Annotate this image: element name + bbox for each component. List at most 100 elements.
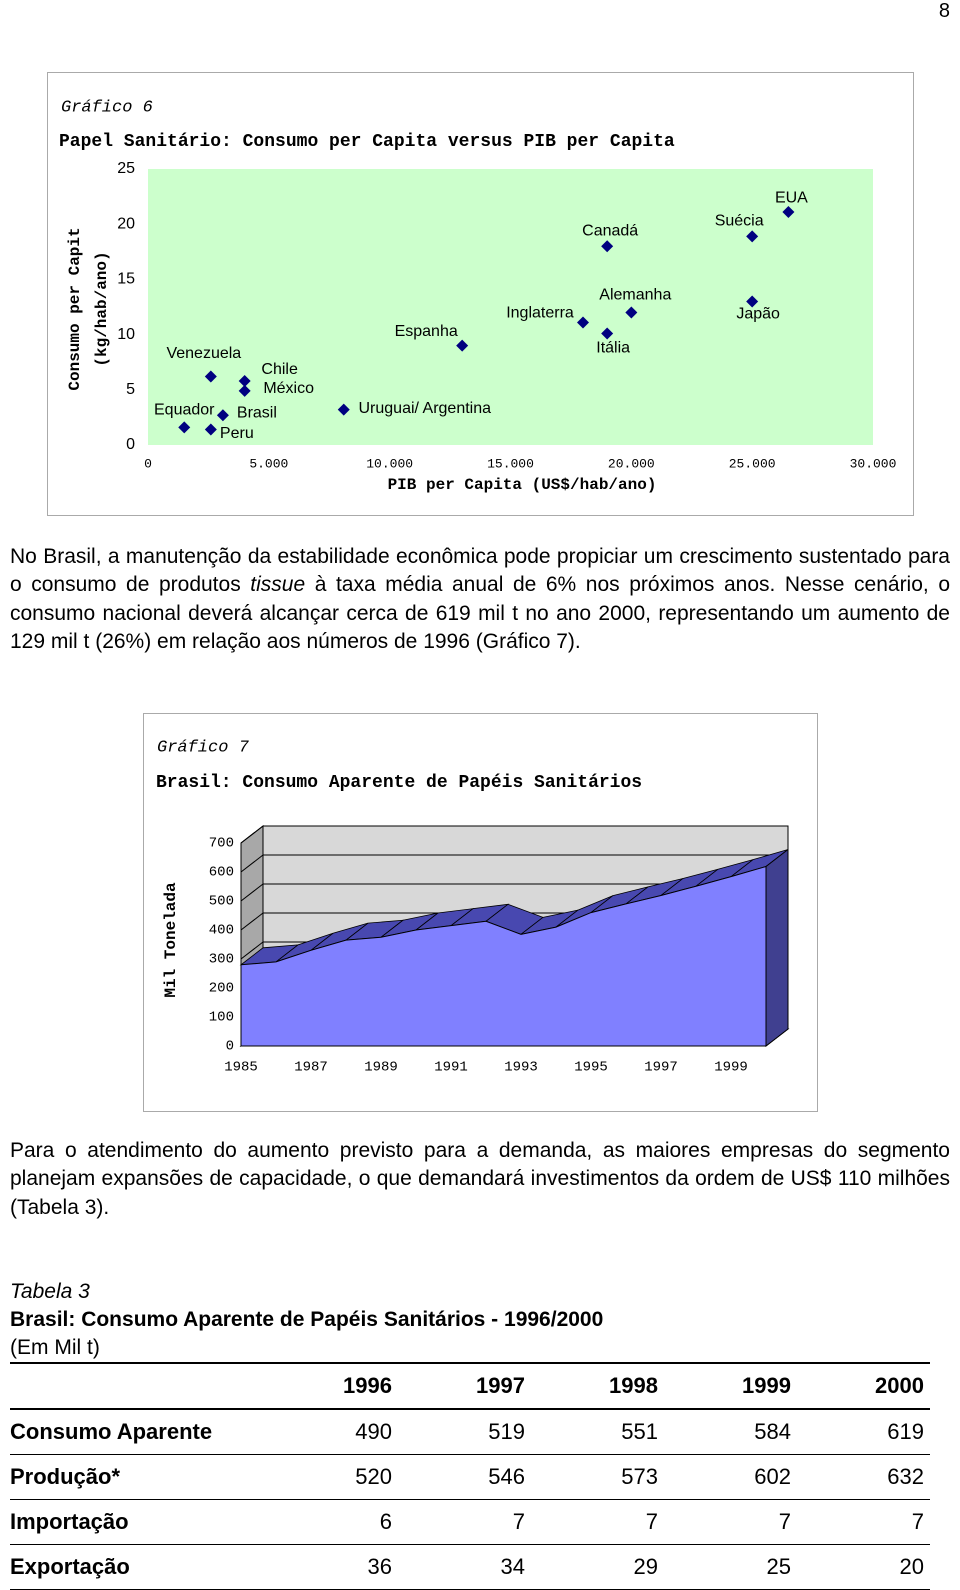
point bbox=[746, 295, 759, 308]
grid-line bbox=[240, 825, 264, 844]
table-cell: 551 bbox=[531, 1409, 664, 1455]
grid-line bbox=[240, 912, 264, 931]
y-tick-label: 20 bbox=[117, 215, 135, 232]
y-tick-label: 100 bbox=[209, 1010, 234, 1026]
y-tick-label: 600 bbox=[209, 865, 234, 881]
x-tick-label: 20.000 bbox=[608, 456, 655, 471]
point-label: Peru bbox=[220, 425, 254, 442]
row-label: Produção* bbox=[10, 1454, 265, 1500]
point-label: Equador bbox=[154, 402, 215, 419]
row-label: Exportação bbox=[10, 1544, 265, 1590]
x-tick-label: 1989 bbox=[364, 1060, 398, 1076]
table-row: 1996 1997 1998 1999 2000 bbox=[10, 1363, 930, 1410]
y-tick-label: 25 bbox=[117, 160, 135, 177]
table-cell: 490 bbox=[265, 1409, 398, 1455]
row-label: Importação bbox=[10, 1499, 265, 1545]
table-unit: (Em Mil t) bbox=[10, 1336, 100, 1359]
point bbox=[238, 374, 251, 387]
column-header: 2000 bbox=[797, 1363, 930, 1410]
point bbox=[456, 339, 469, 352]
table-cell: 519 bbox=[398, 1409, 531, 1455]
column-header: 1996 bbox=[265, 1363, 398, 1410]
x-tick-label: 1987 bbox=[294, 1060, 328, 1076]
column-header: 1998 bbox=[531, 1363, 664, 1410]
y-axis-label: Consumo per Capit bbox=[66, 227, 84, 390]
point bbox=[601, 240, 614, 253]
point-label: Espanha bbox=[395, 323, 458, 340]
grid-line bbox=[240, 883, 264, 902]
y-tick-label: 5 bbox=[126, 381, 135, 398]
point bbox=[625, 306, 638, 319]
table: 1996 1997 1998 1999 2000 Consumo Aparente 490 5… bbox=[10, 1362, 930, 1590]
point-label: Inglaterra bbox=[506, 305, 574, 322]
y-tick-label: 10 bbox=[117, 326, 135, 343]
table-row: Importação 6 7 7 7 7 bbox=[10, 1499, 930, 1545]
table-cell: 7 bbox=[664, 1499, 797, 1545]
x-tick-label: 0 bbox=[144, 456, 152, 471]
area-side bbox=[765, 848, 789, 1048]
point-label: Japão bbox=[736, 306, 780, 323]
table-cell: 6 bbox=[265, 1499, 398, 1545]
x-tick-label: 1985 bbox=[224, 1060, 258, 1076]
point-label: Canadá bbox=[582, 222, 638, 239]
point bbox=[204, 423, 217, 436]
table-cell: 29 bbox=[531, 1544, 664, 1590]
table-row: Consumo Aparente 490 519 551 584 619 bbox=[10, 1409, 930, 1455]
point-label: Uruguai/ Argentina bbox=[358, 400, 491, 417]
y-tick-label: 700 bbox=[209, 836, 234, 852]
point-label: Venezuela bbox=[166, 345, 241, 362]
y-tick-label: 400 bbox=[209, 923, 234, 939]
chart-caption: Gráfico 6 bbox=[61, 98, 153, 117]
chart-7: Gráfico 7 Brasil: Consumo Aparente de Pa… bbox=[143, 713, 818, 1112]
table-cell: 34 bbox=[398, 1544, 531, 1590]
point bbox=[782, 206, 795, 219]
y-tick-label: 0 bbox=[126, 436, 135, 453]
text: tissue bbox=[250, 573, 306, 597]
x-tick-label: 1991 bbox=[434, 1060, 468, 1076]
point-label: Itália bbox=[596, 340, 630, 357]
table-row: Exportação 36 34 29 25 20 bbox=[10, 1544, 930, 1590]
table-row: Produção* 520 546 573 602 632 bbox=[10, 1454, 930, 1500]
point-label: Alemanha bbox=[599, 287, 671, 304]
point bbox=[601, 327, 614, 340]
table-title: Brasil: Consumo Aparente de Papéis Sanit… bbox=[10, 1308, 604, 1331]
x-tick-label: 5.000 bbox=[249, 456, 288, 471]
y-axis-label: Mil Tonelada bbox=[162, 882, 180, 998]
text: No Brasil, a manutenção da estabilidade … bbox=[10, 545, 950, 597]
point bbox=[216, 409, 229, 422]
table-caption: Tabela 3 bbox=[10, 1280, 90, 1303]
table-cell: 520 bbox=[265, 1454, 398, 1500]
table-cell: 7 bbox=[797, 1499, 930, 1545]
point-label: Brasil bbox=[237, 404, 277, 421]
chart-caption: Gráfico 7 bbox=[157, 738, 250, 757]
table-cell: 7 bbox=[398, 1499, 531, 1545]
column-header: 1999 bbox=[664, 1363, 797, 1410]
x-tick-label: 1997 bbox=[644, 1060, 678, 1076]
paragraph: Para o atendimento do aumento previsto p… bbox=[10, 1137, 950, 1222]
point-label: Suécia bbox=[715, 213, 764, 230]
x-axis-label: PIB per Capita (US$/hab/ano) bbox=[388, 476, 657, 494]
point-label: México bbox=[263, 380, 314, 397]
y-tick-label: 0 bbox=[226, 1039, 234, 1055]
y-axis-label: (kg/hab/ano) bbox=[93, 251, 111, 366]
x-tick-label: 1995 bbox=[574, 1060, 608, 1076]
table-cell: 36 bbox=[265, 1544, 398, 1590]
page-number: 8 bbox=[938, 0, 950, 22]
table-cell: 20 bbox=[797, 1544, 930, 1590]
table-cell: 619 bbox=[797, 1409, 930, 1455]
x-tick-label: 1999 bbox=[714, 1060, 748, 1076]
point-label: Chile bbox=[261, 361, 298, 378]
point bbox=[204, 370, 217, 383]
point bbox=[178, 421, 191, 434]
table-heading: Tabela 3 Brasil: Consumo Aparente de Pap… bbox=[10, 1278, 603, 1362]
table-cell: 584 bbox=[664, 1409, 797, 1455]
y-tick-label: 500 bbox=[209, 894, 234, 910]
chart-title: Brasil: Consumo Aparente de Papéis Sanit… bbox=[156, 773, 642, 793]
x-tick-label: 25.000 bbox=[729, 456, 776, 471]
x-tick-label: 30.000 bbox=[850, 456, 897, 471]
text: Para o atendimento do aumento previsto p… bbox=[10, 1139, 950, 1219]
grid-line bbox=[240, 854, 264, 873]
header-cell bbox=[10, 1363, 265, 1410]
y-tick-label: 200 bbox=[209, 981, 234, 997]
